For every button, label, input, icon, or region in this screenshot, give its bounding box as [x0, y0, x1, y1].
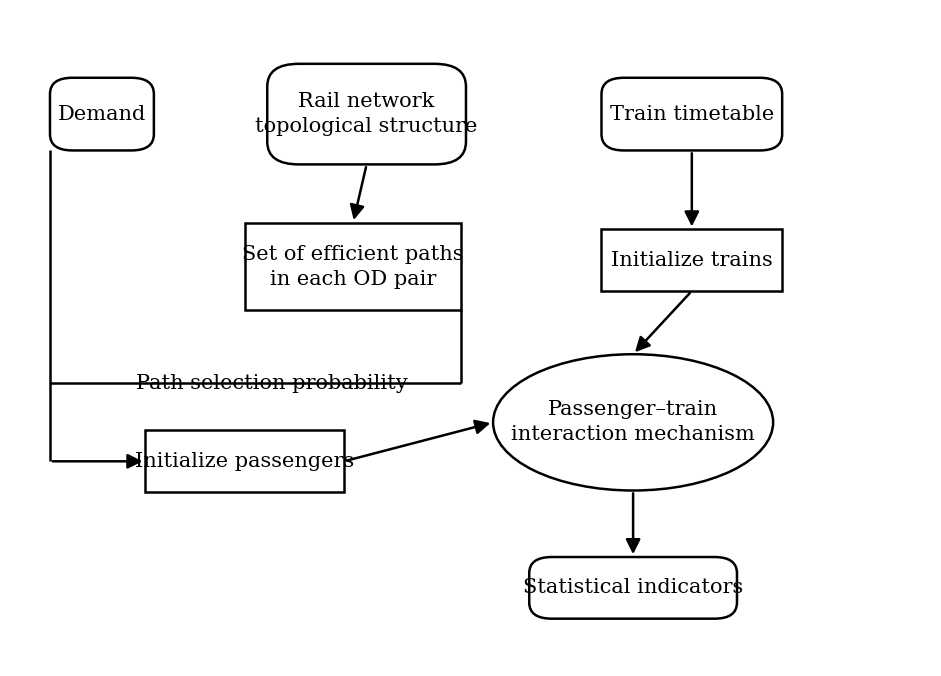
- Text: Path selection probability: Path selection probability: [136, 374, 408, 393]
- Bar: [601, 229, 782, 291]
- FancyBboxPatch shape: [267, 64, 466, 164]
- Text: Rail network
topological structure: Rail network topological structure: [255, 92, 478, 136]
- FancyBboxPatch shape: [50, 78, 154, 151]
- FancyBboxPatch shape: [601, 78, 782, 151]
- Text: Train timetable: Train timetable: [610, 105, 774, 124]
- Text: Set of efficient paths
in each OD pair: Set of efficient paths in each OD pair: [243, 245, 464, 289]
- Text: Passenger–train
interaction mechanism: Passenger–train interaction mechanism: [511, 400, 755, 444]
- Text: Demand: Demand: [57, 105, 146, 124]
- Ellipse shape: [493, 354, 774, 491]
- Bar: [145, 431, 344, 492]
- Text: Initialize passengers: Initialize passengers: [136, 452, 354, 470]
- Text: Statistical indicators: Statistical indicators: [523, 579, 743, 598]
- FancyBboxPatch shape: [529, 557, 737, 619]
- Bar: [245, 223, 461, 310]
- Text: Initialize trains: Initialize trains: [611, 251, 773, 270]
